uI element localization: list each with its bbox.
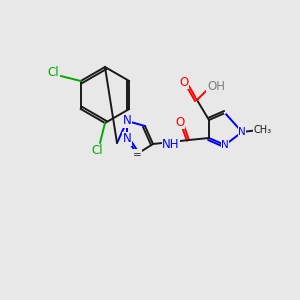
Text: NH: NH	[162, 137, 180, 151]
Text: N: N	[238, 127, 246, 137]
Text: N: N	[123, 115, 131, 128]
Text: O: O	[176, 116, 184, 128]
Text: =: =	[133, 150, 141, 160]
Text: N: N	[123, 133, 131, 146]
Text: C: C	[196, 97, 197, 98]
Text: Cl: Cl	[47, 65, 58, 79]
Text: CH₃: CH₃	[254, 125, 272, 135]
Text: OH: OH	[207, 80, 225, 92]
Text: O: O	[179, 76, 189, 88]
Text: N: N	[221, 140, 229, 150]
Text: C: C	[224, 112, 226, 113]
Text: Cl: Cl	[91, 145, 103, 158]
